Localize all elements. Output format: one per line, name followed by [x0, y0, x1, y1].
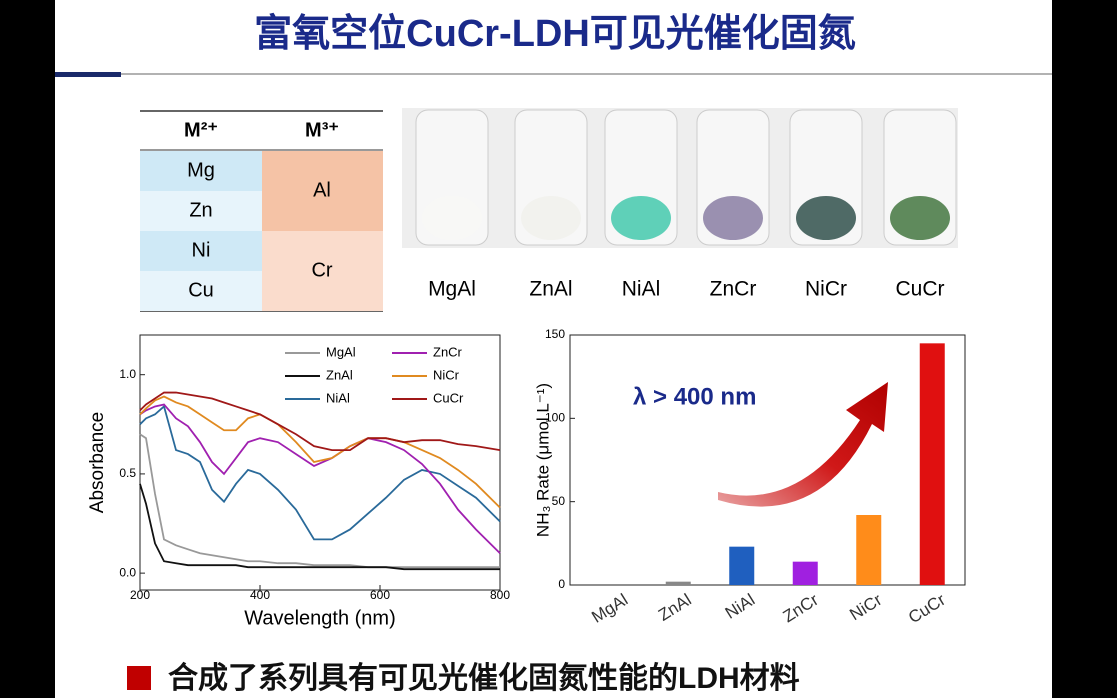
x-tick-label: 200 [130, 588, 150, 602]
sample-label: ZnCr [710, 278, 757, 301]
title-rule-accent [55, 72, 121, 77]
bar [792, 561, 818, 585]
legend-label: ZnCr [433, 344, 463, 359]
photo-bg [402, 108, 958, 248]
sample-label: MgAl [428, 278, 476, 301]
table-cell [140, 151, 262, 191]
series-line [139, 391, 501, 451]
table: M²⁺ M³⁺ Mg Zn Ni Cu Al Cr [140, 110, 383, 312]
table-header: M³⁺ [305, 119, 339, 141]
y-axis-label: NH₃ Rate (μmol L⁻¹) [533, 383, 552, 537]
y-tick-label: 0 [558, 577, 565, 591]
table-text: Zn [189, 199, 212, 221]
slide-bg [55, 0, 1052, 698]
plot-frame [139, 334, 501, 591]
x-axis-label: Wavelength (nm) [244, 607, 396, 629]
sample-label: ZnAl [529, 278, 572, 301]
series-line [139, 483, 500, 571]
legend-label: MgAl [326, 344, 356, 359]
bullet [127, 666, 151, 690]
y-tick-label: 50 [552, 494, 566, 508]
powder [703, 196, 763, 240]
table-header: M²⁺ [184, 119, 218, 141]
y-tick-label: 150 [545, 327, 565, 341]
bar [919, 343, 945, 585]
table-text: Cu [188, 279, 214, 301]
legend-label: ZnAl [326, 367, 353, 382]
series-line [139, 404, 501, 541]
y-tick-label: 0.0 [119, 565, 136, 579]
legend-label: NiCr [433, 367, 460, 382]
y-axis-label: Absorbance [87, 412, 108, 513]
table-cell [140, 271, 262, 311]
powder [521, 196, 581, 240]
y-tick-label: 0.5 [119, 466, 136, 480]
title: 富氧空位CuCr-LDH可见光催化固氮 [254, 12, 856, 55]
powder [890, 196, 950, 240]
table-cell [140, 231, 262, 271]
plot-frame [569, 334, 966, 586]
y-tick-label: 1.0 [119, 367, 136, 381]
bar [856, 515, 882, 585]
bar [729, 546, 755, 585]
x-tick-label: 600 [370, 588, 390, 602]
table-cell [262, 151, 383, 231]
x-tick-label: 800 [490, 588, 510, 602]
trend-arrow [718, 382, 888, 507]
powder [611, 196, 671, 240]
table-text: Cr [311, 259, 332, 281]
table-text: Al [313, 179, 331, 201]
legend-label: NiAl [326, 390, 350, 405]
table-cell [262, 231, 383, 311]
powder [796, 196, 856, 240]
y-tick-label: 100 [545, 411, 565, 425]
table-text: Mg [187, 159, 215, 181]
photo [402, 108, 958, 248]
sample-label: CuCr [895, 278, 944, 301]
table-text: Ni [192, 239, 211, 261]
legend-label: CuCr [433, 390, 464, 405]
footer-text: 合成了系列具有可见光催化固氮性能的LDH材料 [168, 661, 800, 695]
powder [422, 196, 482, 240]
table-cell [140, 191, 262, 231]
bar [665, 581, 691, 585]
sample-label: NiCr [805, 278, 847, 301]
annotation: λ > 400 nm [633, 383, 756, 410]
sample-label: NiAl [622, 278, 661, 301]
series-line [139, 433, 500, 569]
x-tick-label: 400 [250, 588, 270, 602]
series-line [139, 403, 501, 554]
